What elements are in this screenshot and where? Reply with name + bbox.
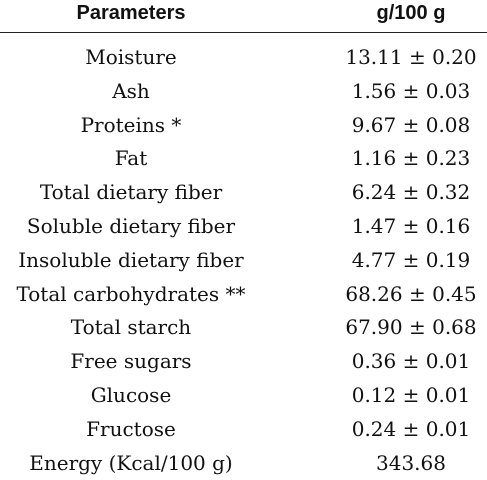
value-cell: 343.68: [376, 450, 446, 475]
table-header-row: Parameters g/100 g: [0, 0, 487, 33]
value-cell: 68.26 ± 0.45: [345, 281, 477, 306]
parameter-cell: Total carbohydrates **: [16, 281, 246, 306]
value-cell: 0.36 ± 0.01: [351, 349, 471, 374]
table-row: Total starch 67.90 ± 0.68: [0, 311, 487, 345]
parameter-cell: Fructose: [86, 416, 176, 441]
table-row: Moisture 13.11 ± 0.20: [0, 41, 487, 75]
parameter-cell: Insoluble dietary fiber: [18, 247, 244, 272]
table-row: Insoluble dietary fiber 4.77 ± 0.19: [0, 244, 487, 278]
table-row: Soluble dietary fiber 1.47 ± 0.16: [0, 210, 487, 244]
parameter-cell: Proteins *: [80, 112, 182, 137]
table-row: Free sugars 0.36 ± 0.01: [0, 345, 487, 379]
value-cell: 0.24 ± 0.01: [351, 416, 471, 441]
value-cell: 4.77 ± 0.19: [351, 247, 471, 272]
table-row: Glucose 0.12 ± 0.01: [0, 379, 487, 413]
table-row: Total carbohydrates ** 68.26 ± 0.45: [0, 278, 487, 312]
table-row: Total dietary fiber 6.24 ± 0.32: [0, 176, 487, 210]
table-row: Proteins * 9.67 ± 0.08: [0, 109, 487, 143]
table-body: Moisture 13.11 ± 0.20 Ash 1.56 ± 0.03 Protei…: [0, 41, 487, 480]
table-row: Ash 1.56 ± 0.03: [0, 75, 487, 109]
parameter-cell: Soluble dietary fiber: [26, 213, 236, 238]
value-cell: 1.47 ± 0.16: [351, 213, 471, 238]
table-row: Fructose 0.24 ± 0.01: [0, 413, 487, 447]
value-cell: 67.90 ± 0.68: [345, 315, 477, 340]
parameter-cell: Energy (Kcal/100 g): [29, 450, 233, 475]
table-row: Fat 1.16 ± 0.23: [0, 142, 487, 176]
value-cell: 0.12 ± 0.01: [351, 382, 471, 407]
value-cell: 9.67 ± 0.08: [351, 112, 471, 137]
parameter-cell: Glucose: [90, 382, 172, 407]
value-cell: 1.56 ± 0.03: [351, 78, 471, 103]
table-row: Energy (Kcal/100 g) 343.68: [0, 447, 487, 480]
parameter-cell: Fat: [114, 146, 148, 171]
value-cell: 6.24 ± 0.32: [351, 180, 471, 205]
parameter-cell: Total dietary fiber: [39, 180, 223, 205]
parameter-cell: Free sugars: [70, 349, 192, 374]
header-units: g/100 g: [376, 2, 446, 24]
parameter-cell: Ash: [112, 78, 150, 103]
parameter-cell: Moisture: [85, 45, 177, 69]
parameter-cell: Total starch: [70, 315, 192, 340]
value-cell: 1.16 ± 0.23: [351, 146, 471, 171]
header-parameters: Parameters: [76, 2, 186, 24]
value-cell: 13.11 ± 0.20: [345, 45, 477, 69]
